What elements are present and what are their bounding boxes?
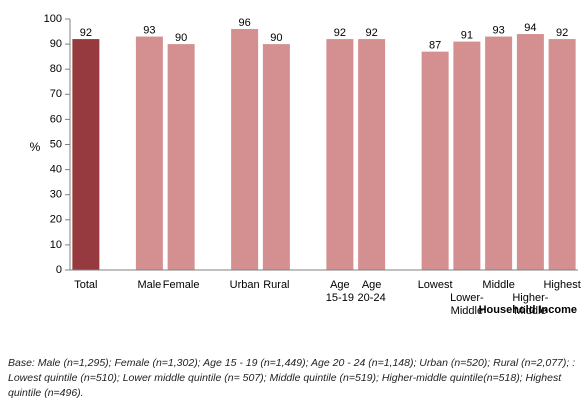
bar-value-label: 91 xyxy=(461,30,473,42)
y-tick-label: 20 xyxy=(50,214,62,226)
x-tick-label: Male xyxy=(137,279,161,291)
y-tick-label: 40 xyxy=(50,164,62,176)
bar-value-label: 93 xyxy=(493,25,505,37)
y-tick-label: 30 xyxy=(50,189,62,201)
bar xyxy=(135,36,163,270)
y-tick-label: 80 xyxy=(50,63,62,75)
x-tick-label: Rural xyxy=(263,279,289,291)
bar xyxy=(326,39,354,270)
bar xyxy=(231,29,259,270)
bar-value-label: 94 xyxy=(524,22,536,34)
x-tick-label: Urban xyxy=(230,279,260,291)
x-tick-label: Lower-Middle xyxy=(450,292,484,317)
bar xyxy=(72,39,100,270)
bar xyxy=(516,34,544,271)
bar-value-label: 93 xyxy=(143,25,155,37)
x-tick-label: Age 20-24 xyxy=(358,279,386,304)
bar xyxy=(421,51,449,270)
x-tick-label: Higher-Middle xyxy=(512,292,548,317)
x-tick-label: Total xyxy=(74,279,97,291)
bar xyxy=(485,36,513,270)
y-tick-label: 100 xyxy=(44,13,62,25)
bar-value-label: 87 xyxy=(429,40,441,52)
household-income-label: Household Income xyxy=(479,304,577,316)
bars: 92 93 90 96 90 92 92 87 91 93 94 92 xyxy=(72,17,576,271)
y-tick-label: 50 xyxy=(50,138,62,150)
bar xyxy=(453,41,481,271)
y-tick-label: 10 xyxy=(50,239,62,251)
y-tick-label: 60 xyxy=(50,113,62,125)
y-tick-label: 0 xyxy=(56,264,62,276)
y-tick-label: 90 xyxy=(50,38,62,50)
x-tick-label: Highest xyxy=(543,279,580,291)
bar xyxy=(262,44,290,270)
footnote: Base: Male (n=1,295); Female (n=1,302); … xyxy=(8,357,576,399)
y-axis-label: % xyxy=(30,140,41,154)
bar-value-label: 92 xyxy=(556,27,568,39)
x-tick-label: Age 15-19 xyxy=(326,279,354,304)
y-axis: 0 10 20 30 40 50 60 70 80 90 100 xyxy=(44,13,71,276)
bar-value-label: 90 xyxy=(175,32,187,44)
x-tick-label: Female xyxy=(163,279,200,291)
x-tick-label: Lowest xyxy=(418,279,453,291)
bar-value-label: 90 xyxy=(270,32,282,44)
y-tick-label: 70 xyxy=(50,88,62,100)
bar xyxy=(167,44,195,270)
x-tick-label: Middle xyxy=(482,279,514,291)
bar xyxy=(358,39,386,270)
bar-value-label: 92 xyxy=(334,27,346,39)
bar-value-label: 92 xyxy=(80,27,92,39)
bar-value-label: 96 xyxy=(239,17,251,29)
bar xyxy=(548,39,576,270)
bar-value-label: 92 xyxy=(366,27,378,39)
